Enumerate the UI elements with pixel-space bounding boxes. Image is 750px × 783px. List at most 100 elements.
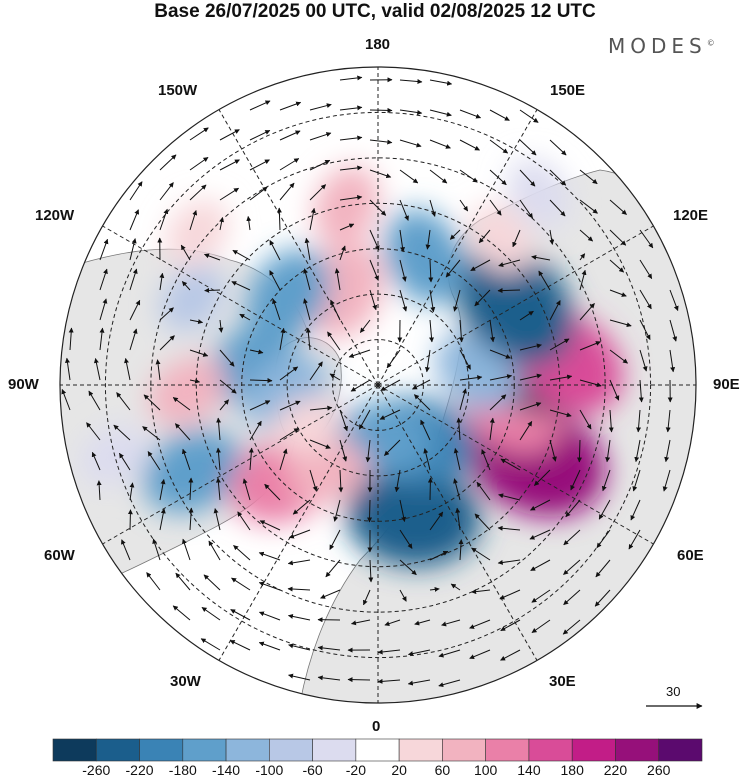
wind-arrow — [329, 373, 341, 381]
wind-arrow — [639, 289, 652, 310]
wind-arrow — [339, 165, 363, 171]
wind-arrow — [208, 540, 221, 561]
wind-arrow — [309, 132, 332, 141]
wind-arrow — [608, 409, 614, 433]
wind-arrow — [348, 349, 371, 358]
wind-arrow — [369, 169, 392, 179]
wind-arrow — [412, 379, 431, 390]
wind-arrow — [470, 259, 491, 272]
wind-arrow — [413, 394, 431, 411]
wind-arrow — [636, 409, 642, 433]
wind-arrow — [279, 427, 300, 441]
wind-arrow — [669, 319, 678, 342]
wind-arrow — [630, 499, 641, 521]
wind-arrow — [142, 426, 161, 441]
wind-arrow — [350, 379, 371, 392]
wind-arrow — [201, 606, 221, 621]
wind-arrow — [129, 209, 140, 231]
wind-arrow — [471, 589, 491, 595]
meridian-300 — [102, 384, 379, 545]
wind-arrow — [258, 551, 281, 561]
wind-arrow — [305, 327, 311, 351]
wind-arrow — [429, 586, 440, 592]
wind-arrow — [639, 319, 651, 341]
wind-arrow — [609, 319, 632, 328]
wind-arrow — [497, 525, 521, 531]
wind-arrow — [329, 529, 341, 550]
meridian-60 — [377, 384, 654, 545]
wind-arrow — [489, 349, 511, 359]
wind-arrow — [459, 139, 480, 151]
wind-arrow — [287, 559, 311, 566]
wind-arrow — [219, 159, 240, 171]
wind-arrow — [325, 559, 341, 578]
latitude-circle-70 — [286, 293, 470, 477]
wind-arrow — [407, 679, 431, 686]
wind-arrow — [530, 499, 551, 511]
wind-arrow — [129, 482, 135, 501]
wind-arrow — [249, 349, 264, 355]
wind-arrow — [339, 439, 348, 462]
wind-arrow — [189, 210, 198, 231]
wind-arrow — [99, 268, 108, 291]
wind-arrow — [476, 481, 491, 501]
wind-arrow — [182, 538, 191, 561]
wind-arrow — [609, 199, 627, 215]
wind-arrow — [498, 493, 521, 501]
wind-arrow — [425, 229, 431, 250]
wind-arrow — [563, 589, 581, 606]
wind-arrow — [155, 359, 161, 381]
wind-arrow — [338, 469, 344, 493]
wind-arrow — [259, 520, 281, 531]
wind-arrow — [414, 619, 431, 626]
wind-arrow — [601, 469, 611, 492]
wind-arrow — [579, 269, 587, 291]
wind-arrow — [489, 417, 495, 441]
wind-arrow — [264, 483, 281, 501]
wind-arrow — [242, 478, 251, 501]
wind-arrow — [634, 439, 641, 463]
wind-arrow — [469, 619, 491, 629]
wind-arrow — [458, 319, 464, 343]
wind-arrow — [570, 469, 581, 491]
wind-arrow — [562, 619, 581, 635]
wind-arrow — [459, 199, 469, 212]
wind-arrow — [429, 199, 436, 217]
label-90e: 90E — [713, 376, 740, 393]
wind-arrow — [449, 229, 461, 240]
logo-copyright: © — [706, 38, 715, 48]
wind-arrow — [386, 349, 401, 369]
wind-arrow — [596, 529, 611, 549]
wind-arrow — [579, 229, 594, 242]
colorbar-tick-label: 220 — [603, 762, 628, 778]
wind-arrow — [459, 169, 478, 183]
wind-arrow — [219, 349, 235, 367]
wind-arrow — [219, 379, 237, 394]
wind-arrow — [204, 287, 221, 293]
wind-arrow — [429, 319, 435, 343]
wind-arrow — [665, 409, 671, 433]
wind-arrow — [288, 529, 311, 539]
wind-arrow — [229, 639, 251, 651]
wind-arrow — [88, 390, 101, 411]
wind-arrow — [459, 109, 482, 119]
wind-arrow — [143, 394, 161, 411]
wind-arrow — [579, 303, 595, 321]
wind-arrow — [180, 244, 191, 261]
wind-arrow — [249, 100, 271, 111]
wind-arrow — [519, 169, 536, 187]
wind-arrow — [339, 75, 363, 81]
wind-arrow — [428, 259, 434, 283]
wind-vectors — [61, 75, 679, 688]
wind-arrow — [215, 447, 221, 471]
wind-arrow — [369, 289, 378, 311]
colorbar-tick-label: -60 — [302, 762, 323, 778]
colorbar-tick-label: 100 — [473, 762, 498, 778]
wind-arrow — [249, 186, 268, 201]
wind-arrow — [248, 447, 254, 471]
wind-arrow — [399, 79, 423, 85]
wind-arrow — [188, 477, 194, 501]
wind-arrow — [579, 379, 602, 388]
wind-arrow — [500, 619, 521, 632]
wind-arrow — [429, 550, 449, 561]
